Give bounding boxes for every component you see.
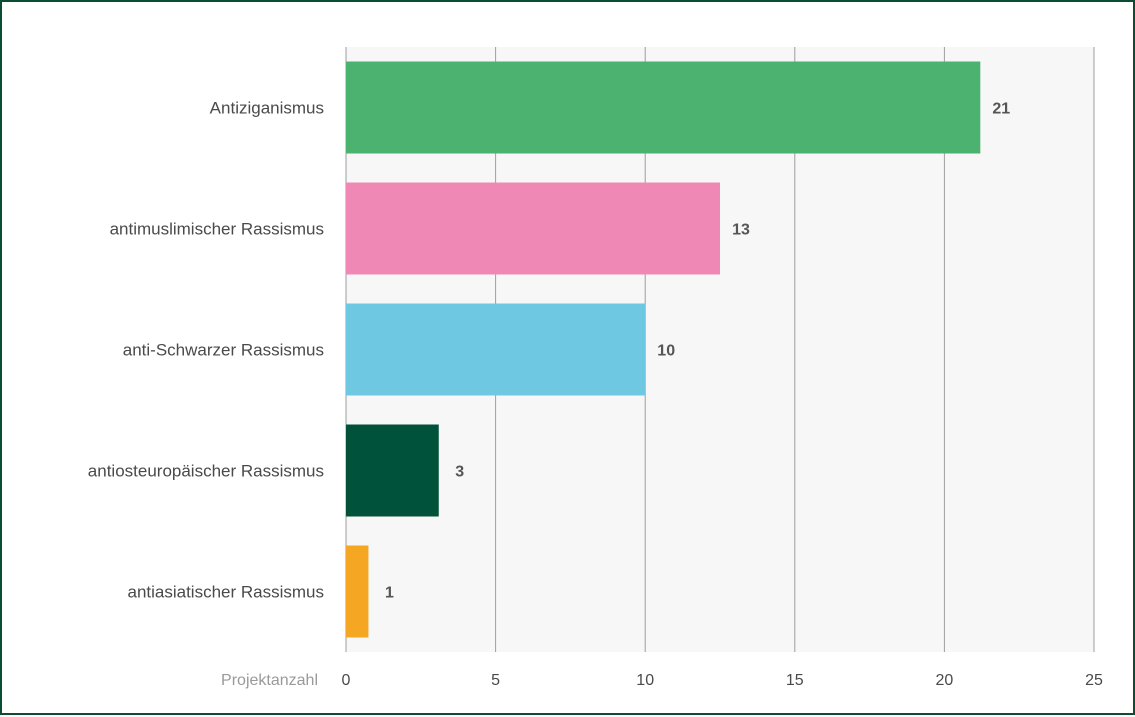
bars <box>346 61 981 638</box>
x-tick-label: 5 <box>491 672 500 689</box>
bar <box>346 61 981 154</box>
category-label: Antiziganismus <box>210 99 324 118</box>
category-label: antiasiatischer Rassismus <box>127 583 324 602</box>
x-tick-label: 10 <box>636 672 654 689</box>
bar <box>346 424 439 517</box>
x-tick-label: 0 <box>342 672 351 689</box>
bar <box>346 303 646 396</box>
x-tick-label: 15 <box>786 672 804 689</box>
x-axis-title: Projektanzahl <box>221 672 318 689</box>
category-label: antimuslimischer Rassismus <box>110 220 324 239</box>
bar-value-label: 1 <box>385 585 394 602</box>
x-tick-label: 25 <box>1085 672 1103 689</box>
bar-value-label: 21 <box>992 101 1010 118</box>
bar <box>346 545 369 638</box>
x-tick-label: 20 <box>936 672 954 689</box>
category-label: antiosteuropäischer Rassismus <box>88 462 324 481</box>
category-label: anti-Schwarzer Rassismus <box>123 341 324 360</box>
bar-value-label: 10 <box>657 343 675 360</box>
bar <box>346 182 720 275</box>
labels: 0 5 10 15 20 2521Antiziganismus13antimuslimis… <box>88 99 1103 690</box>
bar-value-label: 13 <box>732 222 750 239</box>
bar-value-label: 3 <box>455 464 464 481</box>
